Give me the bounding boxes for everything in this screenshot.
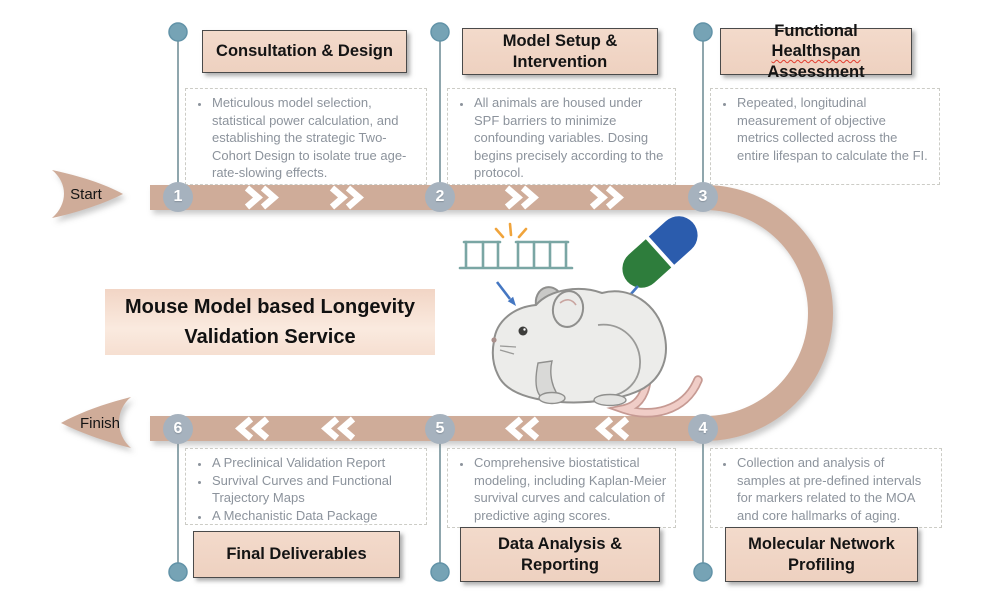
chevron-left-icon: [505, 416, 540, 441]
chevron-left-icon: [595, 416, 630, 441]
mouse-eye-glint: [523, 328, 526, 331]
mouse-hind-foot: [593, 393, 627, 407]
desc-bullet: Comprehensive biostatistical modeling, i…: [472, 454, 667, 524]
stage-header-5: Data Analysis & Reporting: [460, 527, 660, 582]
stage-header-6: Final Deliverables: [193, 531, 400, 578]
desc-bullet: Survival Curves and Functional Trajector…: [210, 472, 418, 507]
mouse-ear-front: [551, 290, 585, 328]
start-arrow-icon: [52, 170, 123, 218]
mouse-front-foot: [538, 391, 566, 405]
chevron-right-icon: [589, 185, 624, 210]
desc-bullet: All animals are housed under SPF barrier…: [472, 94, 667, 182]
node-dot-5: [430, 562, 450, 582]
node-dot-1: [168, 22, 188, 42]
arrow-down-right-icon: [495, 281, 516, 306]
node-dot-4: [693, 562, 713, 582]
stage-desc-4: Collection and analysis of samples at pr…: [710, 448, 942, 528]
node-dots: [168, 22, 713, 582]
header-3-spellchecked-word: Healthspan: [771, 42, 861, 61]
bottom-track-chevrons: [235, 416, 630, 441]
node-dot-2: [430, 22, 450, 42]
stage-number-1: 1: [163, 182, 193, 212]
desc-bullet: Meticulous model selection, statistical …: [210, 94, 418, 182]
spark-icon: [494, 222, 528, 239]
chevron-right-icon: [504, 185, 539, 210]
stage-header-4: Molecular Network Profiling: [725, 527, 918, 582]
stage-desc-2: All animals are housed under SPF barrier…: [447, 88, 676, 185]
node-dot-6: [168, 562, 188, 582]
header-3-post: Assessment: [767, 62, 865, 81]
stage-number-6: 6: [163, 414, 193, 444]
stage-number-3: 3: [688, 182, 718, 212]
finish-arrow-icon: [61, 397, 131, 448]
desc-bullet: A Mechanistic Data Package: [210, 507, 418, 525]
desc-bullet: Repeated, longitudinal measurement of ob…: [735, 94, 931, 164]
stage-header-2: Model Setup & Intervention: [462, 28, 658, 75]
stage-desc-6: A Preclinical Validation Report Survival…: [185, 448, 427, 525]
stage-desc-5: Comprehensive biostatistical modeling, i…: [447, 448, 676, 528]
stage-connector-lines: [177, 32, 704, 572]
node-dot-3: [693, 22, 713, 42]
pill-green-half: [622, 239, 672, 288]
chevron-right-icon: [244, 185, 279, 210]
capsule-pill-icon: [622, 216, 698, 288]
desc-bullet: A Preclinical Validation Report: [210, 454, 418, 472]
u-track: [150, 185, 833, 441]
header-3-pre: Functional: [774, 21, 858, 40]
mouse-haunch-line: [597, 323, 641, 396]
mouse-illustration: [491, 286, 703, 418]
stage-number-2: 2: [425, 182, 455, 212]
stage-desc-3: Repeated, longitudinal measurement of ob…: [710, 88, 940, 185]
stage-header-1: Consultation & Design: [202, 30, 407, 73]
stage-header-3-text: Functional Healthspan Assessment: [729, 21, 903, 83]
chevron-left-icon: [321, 416, 356, 441]
mouse-whiskers: [499, 345, 517, 355]
pill-blue-half: [648, 216, 698, 265]
mouse-eye: [518, 326, 528, 336]
stage-header-3: Functional Healthspan Assessment: [720, 22, 912, 81]
stage-number-5: 5: [425, 414, 455, 444]
chevron-right-icon: [329, 185, 364, 210]
mouse-ear-inner: [559, 299, 577, 306]
finish-label: Finish: [79, 414, 120, 432]
mouse-nose: [491, 337, 497, 343]
dna-ladder-icon: [458, 240, 574, 270]
desc-bullet: Collection and analysis of samples at pr…: [735, 454, 933, 524]
start-label: Start: [70, 185, 102, 203]
top-track-chevrons: [244, 185, 624, 210]
stage-desc-1: Meticulous model selection, statistical …: [185, 88, 427, 185]
center-illustration: [458, 216, 703, 418]
chevron-left-icon: [235, 416, 270, 441]
diagram-title: Mouse Model based Longevity Validation S…: [105, 289, 435, 355]
stage-number-4: 4: [688, 414, 718, 444]
